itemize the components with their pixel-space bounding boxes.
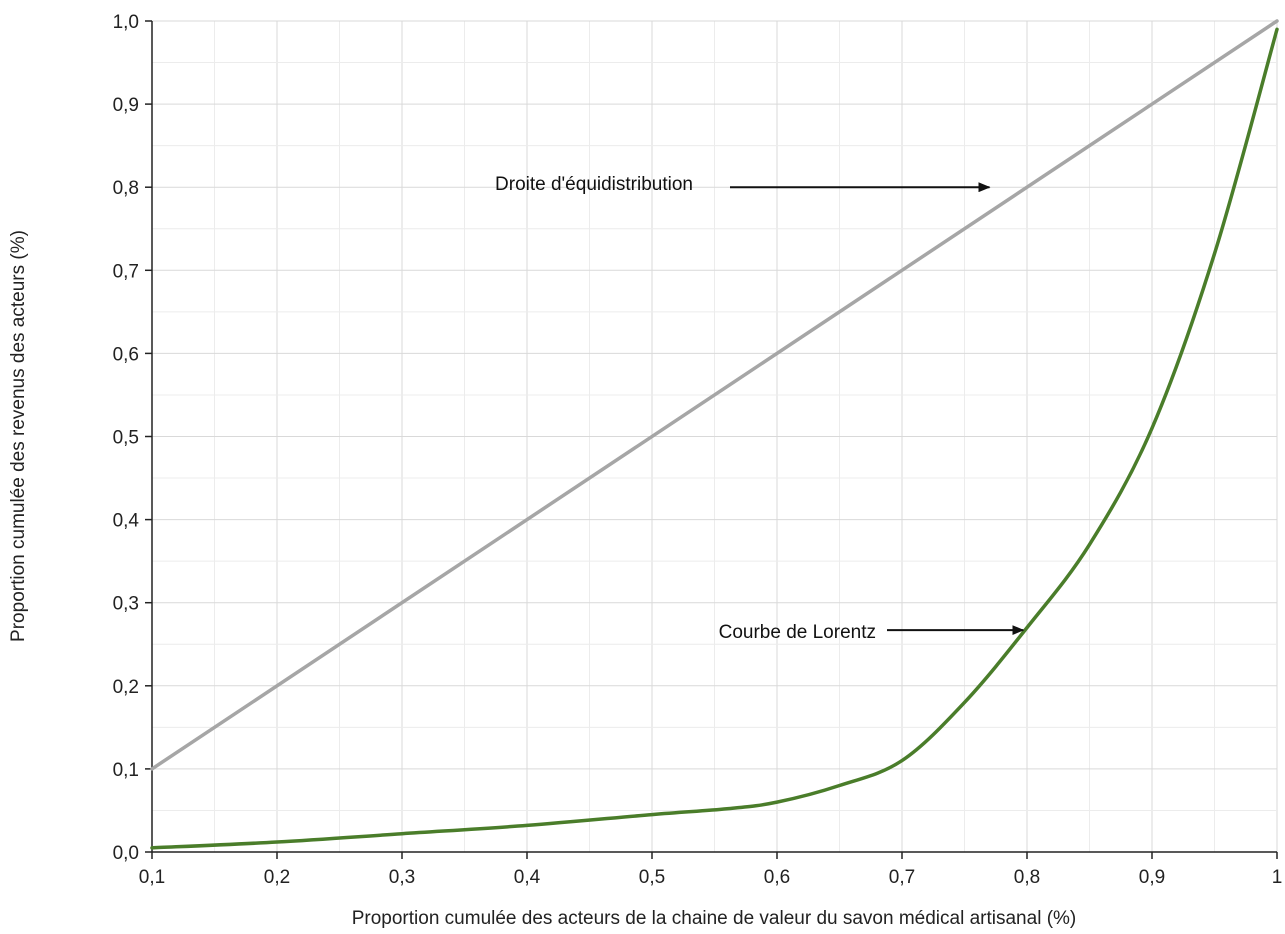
y-tick-label: 0,1 <box>113 760 139 781</box>
annotations: Droite d'équidistribution Courbe de Lore… <box>495 174 1025 643</box>
y-tick-label: 0,3 <box>113 594 139 615</box>
y-tick-label: 0,2 <box>113 677 139 698</box>
x-tick-label: 0,4 <box>514 867 541 888</box>
y-tick-label: 1,0 <box>113 12 139 33</box>
y-tick-label: 0,9 <box>113 95 139 116</box>
y-tick-label: 0,0 <box>113 843 139 864</box>
y-tick-label: 0,4 <box>113 511 140 532</box>
series <box>150 19 1279 850</box>
x-axis-title: Proportion cumulée des acteurs de la cha… <box>352 908 1077 929</box>
y-tick-label: 0,5 <box>113 428 139 449</box>
y-tick-label: 0,8 <box>113 178 139 199</box>
grid <box>151 20 1278 853</box>
y-axis-title: Proportion cumulée des revenus des acteu… <box>8 230 29 642</box>
x-tick-label: 0,9 <box>1139 867 1165 888</box>
x-tick-label: 0,3 <box>389 867 415 888</box>
x-tick-label: 0,8 <box>1014 867 1040 888</box>
y-axis-ticks: 0,0 0,1 0,2 0,3 0,4 0,5 0,6 0,7 0,8 0,9 1,0 <box>113 12 152 864</box>
x-tick-label: 0,1 <box>139 867 165 888</box>
x-tick-label: 1 <box>1272 867 1283 888</box>
lorenz-curve <box>150 27 1279 850</box>
lorenz-annotation-label: Courbe de Lorentz <box>719 622 876 643</box>
y-tick-label: 0,7 <box>113 261 139 282</box>
equidistribution-line <box>150 19 1279 771</box>
x-tick-label: 0,6 <box>764 867 790 888</box>
x-axis-ticks: 0,1 0,2 0,3 0,4 0,5 0,6 0,7 0,8 0,9 1 <box>139 852 1283 888</box>
equidistribution-annotation-label: Droite d'équidistribution <box>495 174 693 195</box>
x-tick-label: 0,2 <box>264 867 290 888</box>
x-tick-label: 0,7 <box>889 867 915 888</box>
y-tick-label: 0,6 <box>113 344 139 365</box>
x-tick-label: 0,5 <box>639 867 665 888</box>
